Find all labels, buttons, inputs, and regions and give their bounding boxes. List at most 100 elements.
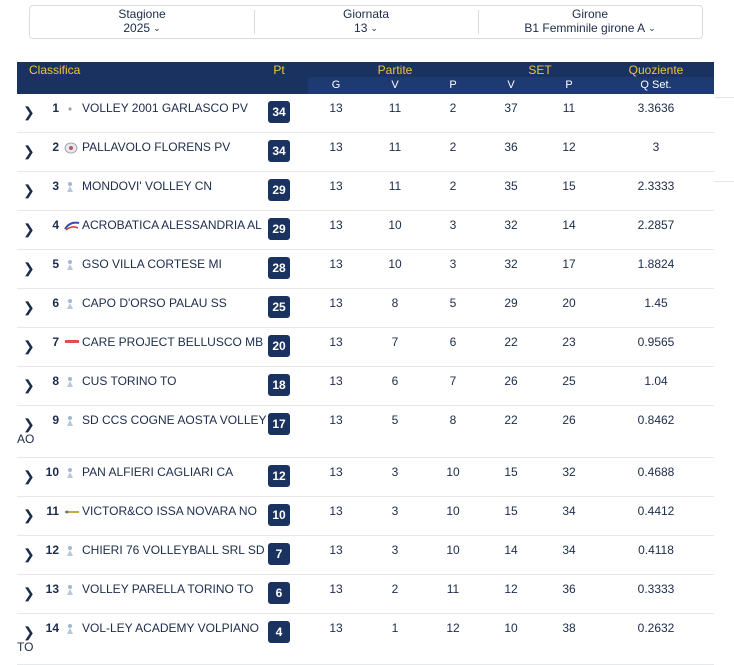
stat-p: 10 [446,465,460,479]
chevron-right-icon[interactable]: ❯ [23,468,35,484]
team-name[interactable]: PALLAVOLO FLORENS PV [82,140,231,154]
stat-sv: 15 [504,504,518,518]
team-name[interactable]: MONDOVI' VOLLEY CN [82,179,213,193]
points-badge: 12 [268,465,290,487]
chevron-right-icon[interactable]: ❯ [23,546,35,562]
stat-sv: 12 [504,582,518,596]
table-row[interactable]: ❯ 3 MONDOVI' VOLLEY CN 29 13 11 2 35 15 2.3333 [17,172,714,211]
position: 3 [52,179,59,193]
stat-sv: 36 [504,140,518,154]
stat-sv: 26 [504,374,518,388]
stat-sp: 25 [562,374,576,388]
stat-q: 0.8462 [637,413,675,427]
chevron-right-icon[interactable]: ❯ [23,143,35,159]
table-row[interactable]: ❯ 11 VICTOR&CO ISSA NOVARA NO 10 13 3 10 15 34 0.… [17,497,714,536]
chevron-right-icon[interactable]: ❯ [23,104,35,120]
table-row[interactable]: ❯ 7 CARE PROJECT BELLUSCO MB 20 13 7 6 22 23 0.95… [17,328,714,367]
team-name[interactable]: CARE PROJECT BELLUSCO MB [82,335,264,349]
chevron-right-icon[interactable]: ❯ [23,585,35,601]
team-logo-icon [64,505,79,517]
points-badge: 4 [268,621,290,643]
season-filter[interactable]: Stagione 2025 ⌄ [30,6,254,38]
season-select[interactable]: 2025 ⌄ [30,21,254,37]
stat-v: 5 [391,413,399,427]
table-row[interactable]: ❯ 10 PAN ALFIERI CAGLIARI CA 12 13 3 10 15 32 0.4… [17,458,714,497]
team-name[interactable]: ACROBATICA ALESSANDRIA AL [82,218,262,232]
chevron-right-icon[interactable]: ❯ [23,624,35,640]
team-logo-icon [64,622,76,634]
group-select[interactable]: B1 Femminile girone A ⌄ [478,21,702,37]
matchday-filter[interactable]: Giornata 13 ⌄ [254,6,478,38]
side-panel-edge [714,97,734,182]
team-logo-icon [64,544,76,556]
stat-q: 3 [652,140,660,154]
chevron-right-icon[interactable]: ❯ [23,377,35,393]
stat-g: 13 [329,582,343,596]
team-name[interactable]: VOLLEY PARELLA TORINO TO [82,582,254,596]
team-name[interactable]: CAPO D'ORSO PALAU SS [82,296,227,310]
table-row[interactable]: ❯ 4 ACROBATICA ALESSANDRIA AL 29 13 10 3 32 14 2.… [17,211,714,250]
stat-sv: 22 [504,335,518,349]
points-badge: 17 [268,413,290,435]
team-name[interactable]: VOL-LEY ACADEMY VOLPIANO [82,621,259,635]
stat-sv: 15 [504,465,518,479]
stat-q: 2.2857 [637,218,675,232]
chevron-right-icon[interactable]: ❯ [23,338,35,354]
stat-sv: 29 [504,296,518,310]
chevron-right-icon[interactable]: ❯ [23,299,35,315]
table-row[interactable]: ❯ 6 CAPO D'ORSO PALAU SS 25 13 8 5 29 20 1.45 [17,289,714,328]
stat-p: 11 [446,582,460,596]
stat-sv: 37 [504,101,518,115]
stat-v: 1 [391,621,399,635]
stat-p: 12 [446,621,460,635]
chevron-right-icon[interactable]: ❯ [23,416,35,432]
stat-v: 11 [388,140,402,154]
team-logo-icon [64,219,80,231]
table-row[interactable]: ❯ 8 CUS TORINO TO 18 13 6 7 26 25 1.04 [17,367,714,406]
table-row[interactable]: ❯ 1 VOLLEY 2001 GARLASCO PV 34 13 11 2 37 11 3.36… [17,94,714,133]
stat-sp: 15 [562,179,576,193]
team-logo-icon [64,102,76,114]
stat-q: 2.3333 [637,179,675,193]
position: 6 [52,296,59,310]
stat-g: 13 [329,296,343,310]
team-name[interactable]: PAN ALFIERI CAGLIARI CA [82,465,234,479]
stat-sp: 34 [562,543,576,557]
header-partite: Partite [377,63,413,77]
team-name[interactable]: SD CCS COGNE AOSTA VOLLEY [82,413,267,427]
position: 9 [52,413,59,427]
table-row[interactable]: ❯ 5 GSO VILLA CORTESE MI 28 13 10 3 32 17 1.8824 [17,250,714,289]
position: 8 [52,374,59,388]
stat-sp: 38 [562,621,576,635]
chevron-right-icon[interactable]: ❯ [23,507,35,523]
team-name[interactable]: VICTOR&CO ISSA NOVARA NO [82,504,257,518]
chevron-right-icon[interactable]: ❯ [23,260,35,276]
stat-sp: 36 [562,582,576,596]
table-row[interactable]: ❯ 14 VOL-LEY ACADEMY VOLPIANO TO 4 13 1 12 10 38 0… [17,614,714,665]
header-classifica: Classifica [29,63,81,77]
stat-v: 2 [391,582,399,596]
chevron-right-icon[interactable]: ❯ [23,182,35,198]
team-name[interactable]: CUS TORINO TO [82,374,177,388]
stat-v: 6 [391,374,399,388]
stat-q: 1.8824 [637,257,675,271]
chevron-right-icon[interactable]: ❯ [23,221,35,237]
stat-v: 11 [388,101,402,115]
table-row[interactable]: ❯ 2 PALLAVOLO FLORENS PV 34 13 11 2 36 12 3 [17,133,714,172]
team-name[interactable]: CHIERI 76 VOLLEYBALL SRL SD [82,543,265,557]
stat-sv: 22 [504,413,518,427]
team-name[interactable]: GSO VILLA CORTESE MI [82,257,222,271]
stat-g: 13 [329,101,343,115]
matchday-select[interactable]: 13 ⌄ [254,21,478,37]
position: 4 [52,218,59,232]
table-row[interactable]: ❯ 9 SD CCS COGNE AOSTA VOLLEY AO 17 13 5 8 22 26 0… [17,406,714,458]
stat-p: 2 [449,179,457,193]
group-filter[interactable]: Girone B1 Femminile girone A ⌄ [478,6,702,38]
team-name[interactable]: VOLLEY 2001 GARLASCO PV [82,101,248,115]
table-row[interactable]: ❯ 13 VOLLEY PARELLA TORINO TO 6 13 2 11 12 36 0.3… [17,575,714,614]
stat-sv: 32 [504,257,518,271]
stat-p: 7 [449,374,457,388]
table-row[interactable]: ❯ 12 CHIERI 76 VOLLEYBALL SRL SD 7 13 3 10 14 34… [17,536,714,575]
header-v: V [391,79,399,91]
team-name-continued: AO [17,432,35,446]
